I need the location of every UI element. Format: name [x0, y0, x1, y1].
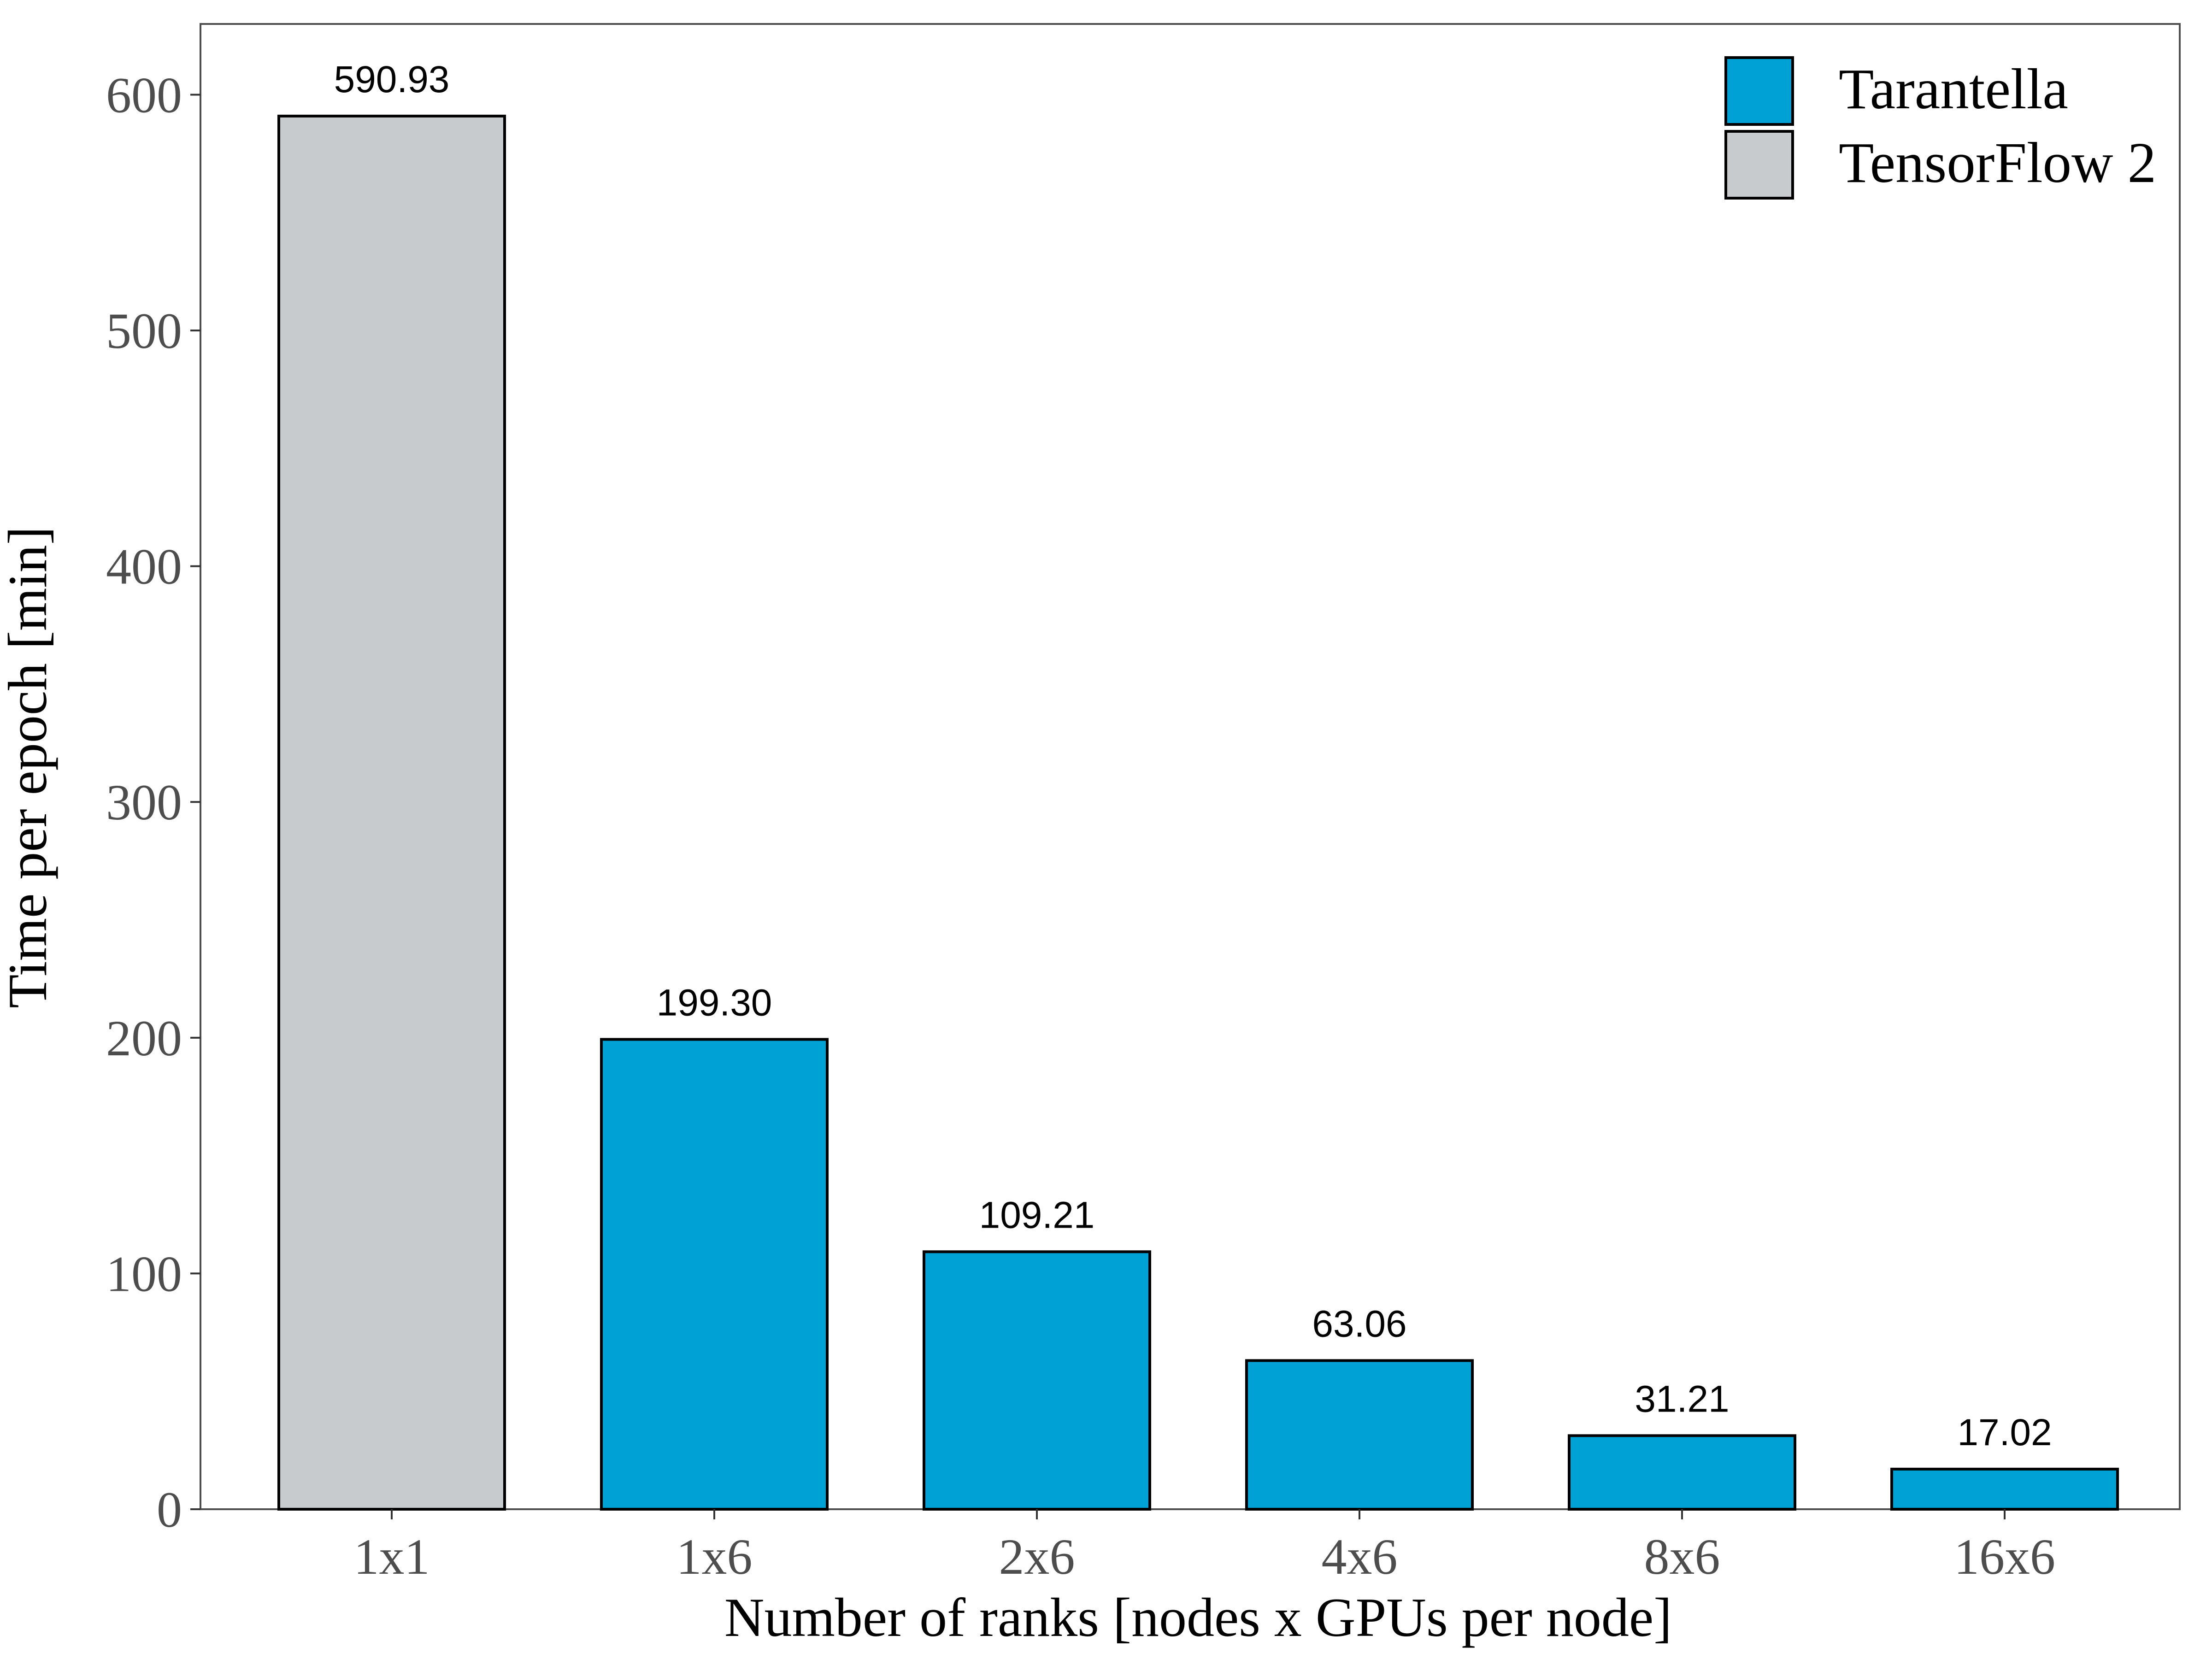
data-label-16x6: 17.02 — [1957, 1412, 2052, 1453]
y-axis-title: Time per epoch [min] — [0, 526, 58, 1008]
data-label-4x6: 63.06 — [1312, 1303, 1406, 1345]
y-tick-label: 0 — [157, 1482, 182, 1538]
legend-label: TensorFlow 2 — [1839, 131, 2156, 195]
bar-1x1 — [277, 114, 506, 1511]
bar-16x6 — [1890, 1467, 2119, 1511]
x-tick-label-2x6: 2x6 — [999, 1529, 1075, 1585]
y-tick-label: 500 — [106, 303, 182, 359]
bar-8x6 — [1568, 1434, 1796, 1511]
bar-1x6 — [600, 1038, 829, 1511]
bar-4x6 — [1245, 1359, 1474, 1511]
y-axis: 0 100 200 300 400 500 600 — [106, 67, 200, 1538]
x-tick-label-1x6: 1x6 — [677, 1529, 753, 1585]
data-label-1x1: 590.93 — [334, 59, 450, 100]
x-tick-label-4x6: 4x6 — [1322, 1529, 1398, 1585]
y-tick-label: 300 — [106, 774, 182, 830]
bar-2x6 — [923, 1250, 1151, 1511]
x-tick-label-8x6: 8x6 — [1644, 1529, 1720, 1585]
x-tick-label-16x6: 16x6 — [1954, 1529, 2055, 1585]
data-labels-layer: 590.93 199.30 109.21 63.06 31.21 17.02 — [334, 59, 2052, 1453]
legend-key-tensorflow-2 — [1724, 130, 1794, 200]
x-axis: 1x1 1x6 2x6 4x6 8x6 16x6 — [354, 1509, 2055, 1585]
data-label-8x6: 31.21 — [1635, 1378, 1729, 1420]
y-tick-label: 400 — [106, 539, 182, 595]
plot-background — [200, 23, 2181, 1510]
data-label-1x6: 199.30 — [657, 982, 772, 1024]
x-axis-title: Number of ranks [nodes x GPUs per node] — [724, 1587, 1672, 1648]
bars-layer — [277, 114, 2119, 1511]
legend-label: Tarantella — [1839, 58, 2068, 121]
legend: Tarantella TensorFlow 2 — [1724, 56, 2156, 200]
legend-key-tarantella — [1724, 56, 1794, 126]
y-tick-label: 200 — [106, 1010, 182, 1066]
x-tick-label-1x1: 1x1 — [354, 1529, 430, 1585]
data-label-2x6: 109.21 — [979, 1194, 1095, 1236]
y-tick-label: 100 — [106, 1246, 182, 1302]
y-tick-label: 600 — [106, 67, 182, 123]
